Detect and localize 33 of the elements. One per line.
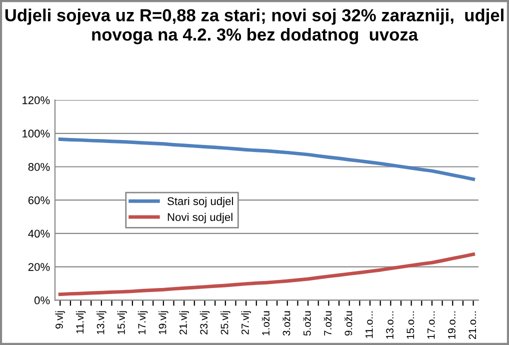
x-tick-label: 23.vlj: [200, 311, 210, 334]
x-tick-label: 15.o...: [406, 312, 414, 339]
x-tick-label: 3.ožu: [282, 311, 290, 336]
x-tick-label: 15.vlj: [117, 311, 127, 334]
y-tick-label: 20%: [28, 263, 50, 271]
x-tick-label: 9.ožu: [344, 311, 352, 336]
x-tick-label: 5.ožu: [303, 311, 311, 336]
x-tick-label: 11.o...: [366, 312, 373, 338]
y-tick-label: 80%: [28, 163, 50, 171]
y-tick-label: 120%: [22, 96, 50, 104]
x-tick-label: 17.o...: [428, 312, 435, 339]
x-tick-label: 21.o...: [468, 312, 476, 339]
y-tick-label: 0%: [34, 296, 50, 304]
x-tick-label: 1.ožu: [262, 311, 270, 336]
line-series: [58, 138, 476, 181]
y-tick-label: 40%: [28, 230, 50, 238]
x-tick-label: 27.vlj: [241, 311, 251, 334]
x-tick-label: 19.vlj: [158, 311, 168, 334]
line-series: [58, 252, 476, 296]
y-tick-label: 100%: [22, 130, 50, 138]
x-tick-label: 9.vlj: [55, 311, 65, 329]
legend-label: Novi soj udjel: [168, 212, 232, 224]
x-tick-label: 7.ožu: [324, 311, 332, 336]
x-tick-label: 13.o...: [386, 312, 394, 339]
y-tick-label: 60%: [28, 196, 50, 204]
legend-label: Stari soj udjel: [168, 196, 233, 208]
x-tick-label: 17.vlj: [138, 311, 148, 334]
x-tick-label: 25.vlj: [220, 311, 230, 334]
x-tick-label: 21.vlj: [179, 311, 189, 334]
x-tick-label: 13.vlj: [96, 311, 106, 334]
chart-title: Udjeli sojeva uz R=0,88 za stari; novi soj 32% zarazniji, udjel novoga na 4.2. 3% bez dodatnog uvoza: [5, 8, 504, 44]
x-tick-label: 11.vlj: [76, 311, 86, 334]
x-tick-label: 19.o...: [448, 312, 456, 339]
